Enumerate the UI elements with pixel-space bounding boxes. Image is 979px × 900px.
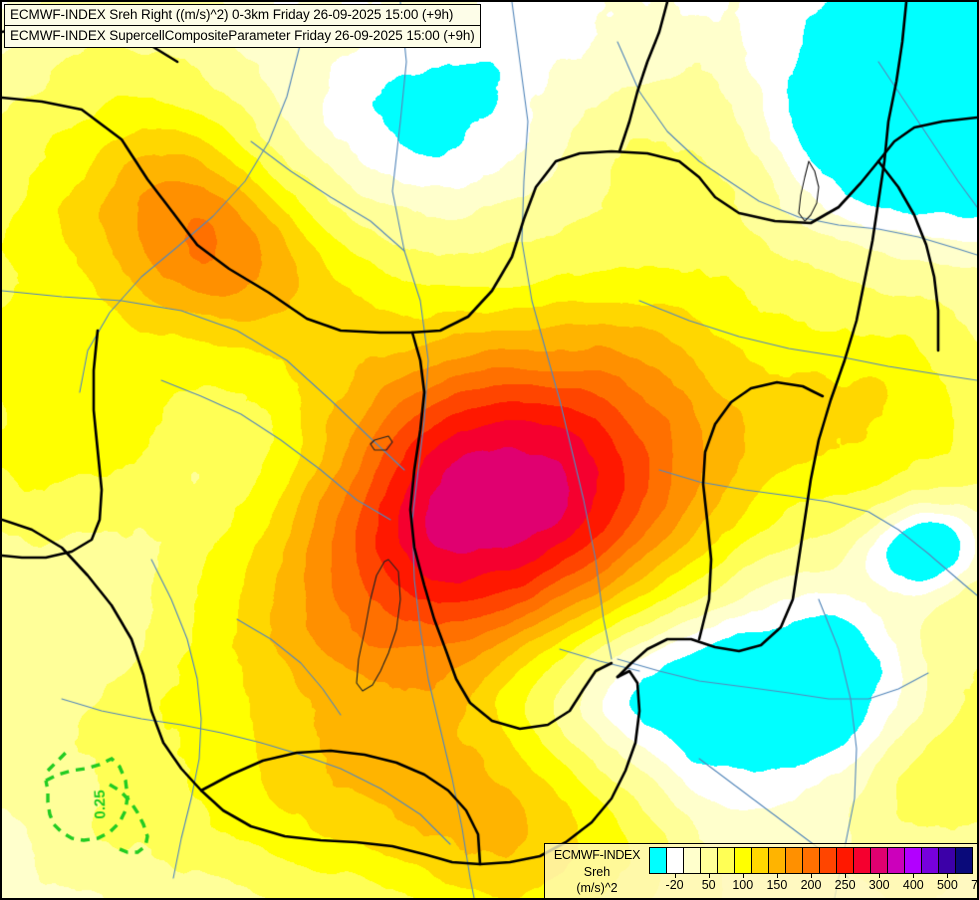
colorbar-swatch-10 [820, 848, 837, 873]
colorbar-swatch-0 [650, 848, 667, 873]
colorbar-tick-700: 700 [971, 878, 979, 892]
colorbar-tickmark-300 [879, 874, 881, 878]
legend-caption: ECMWF-INDEX Sreh (m/s)^2 [545, 844, 649, 897]
colorbar-tickmark-250 [845, 874, 847, 878]
map-title-secondary: ECMWF-INDEX SupercellCompositeParameter … [4, 25, 481, 48]
colorbar-swatch-18 [956, 848, 972, 873]
colorbar-tick-300: 300 [868, 878, 890, 892]
colorbar-tick-200: 200 [800, 878, 822, 892]
colorbar-swatch-5 [735, 848, 752, 873]
colorbar-tickmark-100 [742, 874, 744, 878]
colorbar-swatch-7 [769, 848, 786, 873]
colorbar-tick--20: -20 [665, 878, 684, 892]
colorbar-tick-250: 250 [834, 878, 856, 892]
legend-parameter-label: Sreh [583, 864, 611, 879]
colorbar-swatch-4 [718, 848, 735, 873]
colorbar-swatch-3 [701, 848, 718, 873]
colorbar-area: -20 50 100 150 200 250 300 400 500 700 [649, 844, 977, 897]
colorbar-swatch-9 [803, 848, 820, 873]
colorbar-swatch-1 [667, 848, 684, 873]
legend-model-label: ECMWF-INDEX [553, 848, 641, 862]
legend-units-label: (m/s)^2 [576, 881, 618, 895]
colorbar-swatch-15 [905, 848, 922, 873]
map-title-primary: ECMWF-INDEX Sreh Right ((m/s)^2) 0-3km F… [4, 4, 481, 27]
colorbar-tickmark-400 [913, 874, 915, 878]
colorbar-swatch-2 [684, 848, 701, 873]
colorbar-tick-400: 400 [902, 878, 924, 892]
colorbar-tickmark--20 [674, 874, 676, 878]
colorbar-swatch-16 [922, 848, 939, 873]
colorbar-tick-150: 150 [766, 878, 788, 892]
colorbar-swatch-12 [854, 848, 871, 873]
colorbar-swatches [649, 847, 973, 874]
colorbar-swatch-17 [939, 848, 956, 873]
colorbar-legend: ECMWF-INDEX Sreh (m/s)^2 -20 50 100 150 200 2… [544, 843, 977, 898]
colorbar-tick-50: 50 [701, 878, 716, 892]
colorbar-tick-100: 100 [732, 878, 754, 892]
colorbar-swatch-6 [752, 848, 769, 873]
colorbar-swatch-13 [871, 848, 888, 873]
colorbar-tick-500: 500 [936, 878, 958, 892]
map-title-block: ECMWF-INDEX Sreh Right ((m/s)^2) 0-3km F… [4, 4, 481, 48]
colorbar-tickmark-150 [776, 874, 778, 878]
colorbar-swatch-11 [837, 848, 854, 873]
colorbar-tickmark-200 [811, 874, 812, 878]
colorbar-tickmark-50 [708, 874, 710, 878]
colorbar-tick-labels: -20 50 100 150 200 250 300 400 500 700 [649, 874, 977, 897]
colorbar-tickmark-500 [947, 874, 949, 878]
colorbar-swatch-14 [888, 848, 905, 873]
colorbar-swatch-8 [786, 848, 803, 873]
